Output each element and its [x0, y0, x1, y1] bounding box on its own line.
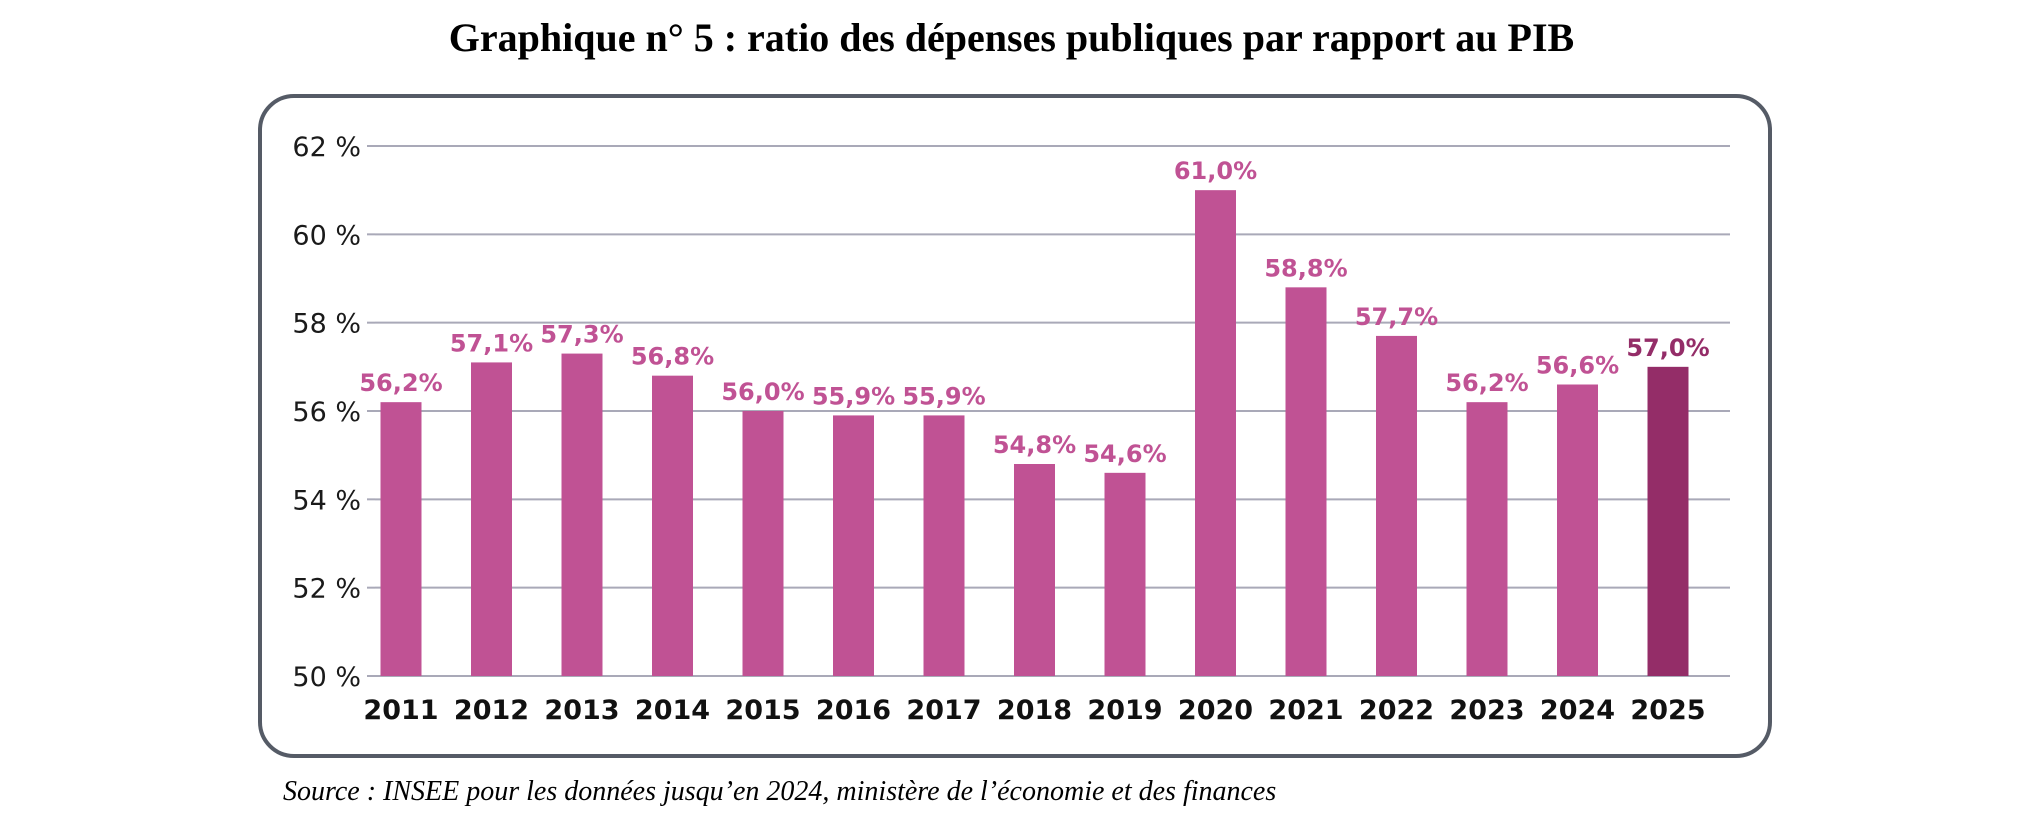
- bar-2023: [1466, 402, 1508, 676]
- source-note: Source : INSEE pour les données jusqu’en…: [283, 776, 1277, 807]
- bar-2022: [1376, 335, 1417, 676]
- data-label-2023: 56,2%: [1445, 369, 1528, 397]
- data-label-2024: 56,6%: [1536, 352, 1619, 380]
- x-tick-label-2018: 2018: [997, 695, 1072, 726]
- y-tick-label: 62 %: [292, 132, 361, 163]
- bar-2013: [561, 353, 603, 676]
- data-label-2011: 56,2%: [359, 369, 442, 397]
- y-tick-label: 60 %: [292, 220, 361, 251]
- data-label-2014: 56,8%: [631, 343, 714, 371]
- data-label-2013: 57,3%: [540, 321, 623, 349]
- bar-2021: [1285, 287, 1327, 676]
- bar-2024: [1557, 384, 1598, 676]
- x-tick-label-2015: 2015: [725, 695, 800, 726]
- data-label-2025: 57,0%: [1626, 334, 1709, 362]
- data-label-2020: 61,0%: [1174, 157, 1257, 185]
- bar-2012: [471, 362, 512, 676]
- bar-2014: [652, 375, 693, 676]
- bar-2016: [833, 415, 874, 676]
- x-tick-label-2021: 2021: [1268, 695, 1343, 726]
- data-label-2018: 54,8%: [993, 431, 1076, 459]
- x-tick-label-2012: 2012: [454, 695, 529, 726]
- x-tick-label-2023: 2023: [1449, 695, 1524, 726]
- x-tick-label-2019: 2019: [1087, 695, 1162, 726]
- bar-2020: [1195, 190, 1236, 676]
- y-tick-label: 50 %: [292, 662, 361, 693]
- x-tick-label-2022: 2022: [1359, 695, 1434, 726]
- bar-2017: [923, 415, 965, 676]
- y-tick-label: 54 %: [292, 485, 361, 516]
- x-tick-label-2024: 2024: [1540, 695, 1615, 726]
- x-tick-label-2025: 2025: [1630, 695, 1705, 726]
- data-label-2015: 56,0%: [721, 378, 804, 406]
- bar-2011: [380, 402, 422, 676]
- x-tick-label-2013: 2013: [544, 695, 619, 726]
- data-label-2012: 57,1%: [450, 329, 533, 357]
- x-tick-label-2017: 2017: [906, 695, 981, 726]
- x-tick-label-2011: 2011: [363, 695, 438, 726]
- x-tick-label-2014: 2014: [635, 695, 710, 726]
- x-tick-label-2020: 2020: [1178, 695, 1253, 726]
- y-tick-label: 58 %: [292, 309, 361, 340]
- y-tick-label: 52 %: [292, 574, 361, 605]
- bar-2019: [1104, 472, 1146, 676]
- data-label-2022: 57,7%: [1355, 303, 1438, 331]
- data-label-2019: 54,6%: [1083, 440, 1166, 468]
- bar-2018: [1014, 464, 1055, 676]
- bar-2025: [1647, 366, 1689, 676]
- y-tick-label: 56 %: [292, 397, 361, 428]
- x-tick-label-2016: 2016: [816, 695, 891, 726]
- data-label-2021: 58,8%: [1264, 254, 1347, 282]
- data-label-2016: 55,9%: [812, 382, 895, 410]
- data-label-2017: 55,9%: [902, 382, 985, 410]
- bar-2015: [742, 411, 784, 676]
- chart-title: Graphique n° 5 : ratio des dépenses publ…: [448, 15, 1575, 60]
